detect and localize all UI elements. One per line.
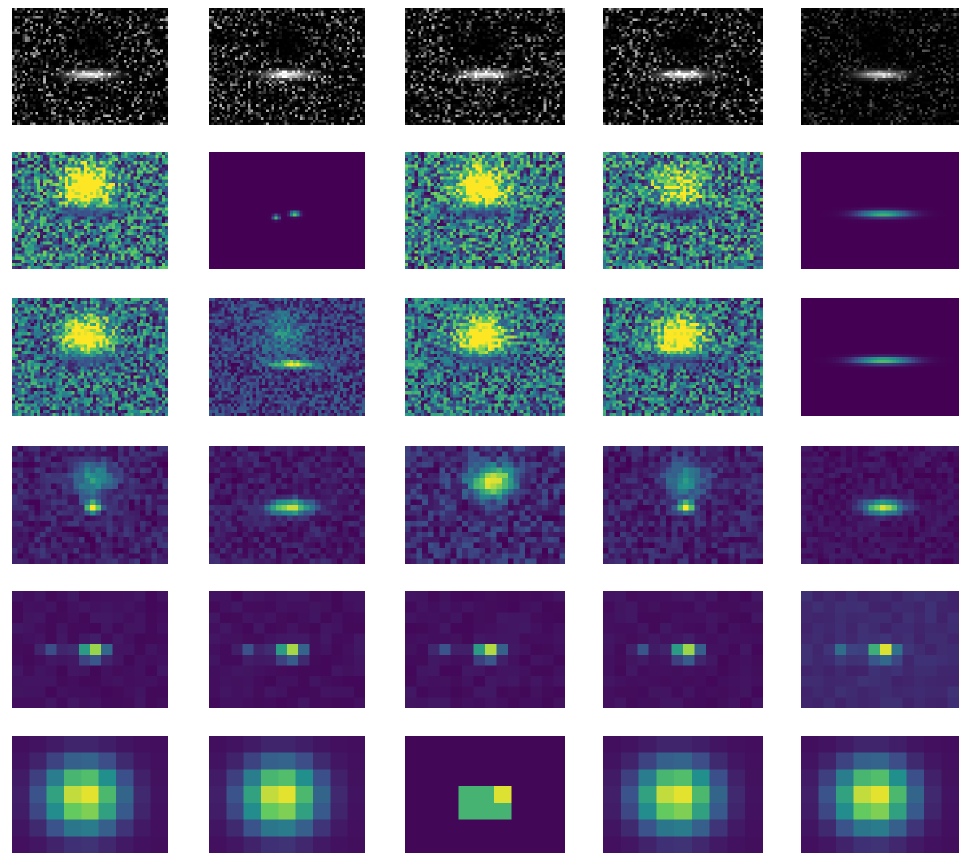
feature-map-stage4-5-pixels	[801, 591, 959, 708]
feature-map-stage3-5-pixels	[801, 446, 959, 564]
feature-map-stage4-4	[603, 591, 763, 708]
feature-map-stage4-2-pixels	[209, 591, 365, 708]
sar-input-2	[209, 8, 365, 125]
feature-map-stage1-4-pixels	[603, 152, 763, 269]
sar-input-4-pixels	[603, 8, 763, 125]
feature-map-stage2-4-pixels	[603, 298, 763, 416]
feature-map-stage5-2-pixels	[209, 736, 365, 853]
sar-input-3-pixels	[405, 8, 565, 125]
feature-map-stage1-5	[801, 152, 959, 269]
sar-input-2-pixels	[209, 8, 365, 125]
feature-map-stage3-1	[12, 446, 168, 564]
sar-input-3	[405, 8, 565, 125]
feature-map-stage5-4	[603, 736, 763, 853]
feature-map-stage3-4-pixels	[603, 446, 763, 564]
feature-map-stage5-1-pixels	[12, 736, 168, 853]
feature-map-stage2-3-pixels	[405, 298, 565, 416]
feature-map-stage1-2	[209, 152, 365, 269]
feature-map-stage1-2-pixels	[209, 152, 365, 269]
feature-map-stage1-4	[603, 152, 763, 269]
feature-map-stage1-3	[405, 152, 565, 269]
feature-map-stage2-1	[12, 298, 168, 416]
feature-map-stage5-5	[801, 736, 959, 853]
sar-input-5	[801, 8, 959, 125]
feature-map-stage2-5-pixels	[801, 298, 959, 416]
feature-map-stage4-4-pixels	[603, 591, 763, 708]
feature-map-stage2-1-pixels	[12, 298, 168, 416]
feature-map-stage2-2-pixels	[209, 298, 365, 416]
sar-input-1-pixels	[12, 8, 168, 125]
feature-map-stage3-4	[603, 446, 763, 564]
feature-map-stage4-2	[209, 591, 365, 708]
feature-map-stage4-3	[405, 591, 565, 708]
feature-map-stage4-5	[801, 591, 959, 708]
sar-input-4	[603, 8, 763, 125]
feature-map-stage5-5-pixels	[801, 736, 959, 853]
feature-map-stage4-3-pixels	[405, 591, 565, 708]
feature-map-stage1-3-pixels	[405, 152, 565, 269]
feature-map-stage2-2	[209, 298, 365, 416]
feature-map-stage3-3-pixels	[405, 446, 565, 564]
feature-map-stage2-5	[801, 298, 959, 416]
feature-map-stage5-2	[209, 736, 365, 853]
feature-map-stage5-3	[405, 736, 565, 853]
feature-map-stage3-2	[209, 446, 365, 564]
feature-map-stage5-4-pixels	[603, 736, 763, 853]
feature-map-stage3-2-pixels	[209, 446, 365, 564]
feature-map-stage3-5	[801, 446, 959, 564]
feature-map-stage3-1-pixels	[12, 446, 168, 564]
feature-map-stage2-4	[603, 298, 763, 416]
feature-map-stage3-3	[405, 446, 565, 564]
sar-input-5-pixels	[801, 8, 959, 125]
feature-map-stage1-5-pixels	[801, 152, 959, 269]
feature-map-stage1-1	[12, 152, 168, 269]
feature-map-stage4-1-pixels	[12, 591, 168, 708]
feature-map-stage5-3-pixels	[405, 736, 565, 853]
feature-map-stage1-1-pixels	[12, 152, 168, 269]
sar-input-1	[12, 8, 168, 125]
feature-map-stage2-3	[405, 298, 565, 416]
feature-map-stage5-1	[12, 736, 168, 853]
feature-map-stage4-1	[12, 591, 168, 708]
